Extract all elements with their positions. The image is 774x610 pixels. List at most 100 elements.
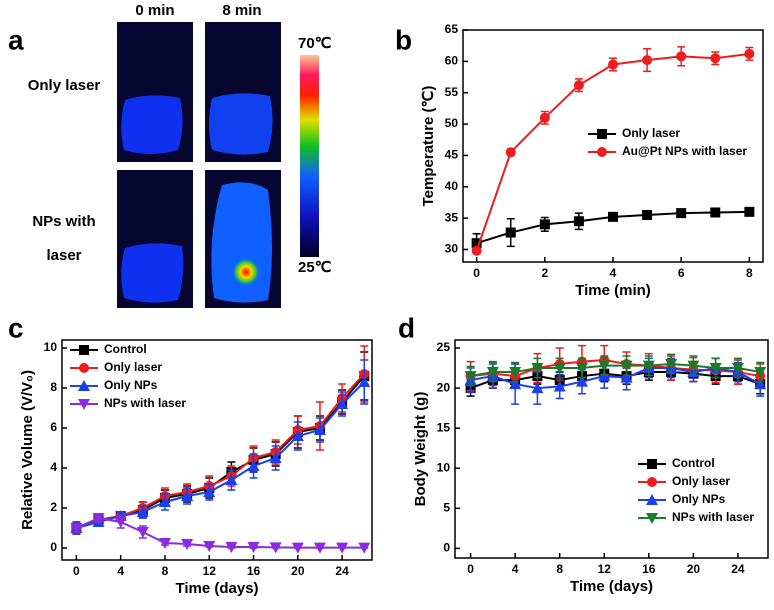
marker xyxy=(336,398,349,409)
x-tick-label: 4 xyxy=(512,562,519,576)
marker xyxy=(136,506,149,517)
y-tick-label: 65 xyxy=(445,22,459,36)
y-tick-label: 60 xyxy=(445,54,459,68)
y-tick-label: 10 xyxy=(437,460,451,474)
panel-a: a 0 min 8 min Only laser NPs with laser … xyxy=(8,2,332,308)
marker xyxy=(78,399,90,410)
y-tick-label: 15 xyxy=(437,420,451,434)
marker xyxy=(158,538,171,549)
marker xyxy=(539,112,550,123)
marker xyxy=(531,382,544,394)
legend-label: NPs with laser xyxy=(672,510,754,524)
marker xyxy=(597,147,607,157)
marker xyxy=(291,430,304,441)
marker xyxy=(486,367,499,379)
marker xyxy=(647,477,657,487)
marker xyxy=(575,375,588,387)
marker xyxy=(754,367,767,379)
column-header: 8 min xyxy=(222,2,261,19)
legend-label: Only laser xyxy=(104,360,162,374)
y-tick-label: 40 xyxy=(445,179,459,193)
x-tick-label: 0 xyxy=(473,266,480,280)
marker xyxy=(509,367,522,379)
plot-frame xyxy=(454,339,769,559)
y-tick-label: 6 xyxy=(50,420,57,434)
panel-label: a xyxy=(8,24,24,55)
marker xyxy=(225,474,238,485)
marker xyxy=(608,59,618,70)
legend-label: Only laser xyxy=(622,126,680,140)
marker xyxy=(731,363,744,375)
marker xyxy=(291,542,304,554)
legend-label: Only NPs xyxy=(672,492,726,506)
x-tick-label: 0 xyxy=(467,562,474,576)
series xyxy=(71,345,370,535)
column-header: 0 min xyxy=(135,2,174,19)
marker xyxy=(642,55,653,66)
panel-label: d xyxy=(398,312,415,343)
legend-label: Au@Pt NPs with laser xyxy=(622,144,747,158)
marker xyxy=(471,245,482,256)
marker xyxy=(269,542,282,554)
marker xyxy=(471,238,482,249)
series xyxy=(471,46,755,256)
series-line xyxy=(470,363,761,378)
x-tick-label: 0 xyxy=(73,564,80,578)
marker xyxy=(647,459,657,469)
x-tick-label: 4 xyxy=(610,266,617,280)
marker xyxy=(79,363,89,373)
marker xyxy=(646,513,658,524)
marker xyxy=(203,486,216,497)
marker xyxy=(509,378,522,390)
marker xyxy=(531,363,544,375)
legend-label: Only NPs xyxy=(104,378,158,392)
x-tick-label: 12 xyxy=(203,564,217,578)
marker xyxy=(710,207,721,218)
series-line xyxy=(470,367,761,390)
marker xyxy=(620,360,633,372)
marker xyxy=(665,359,678,371)
x-tick-label: 8 xyxy=(162,564,169,578)
marker xyxy=(136,527,149,538)
marker xyxy=(247,542,260,553)
x-tick-label: 6 xyxy=(678,266,685,280)
marker xyxy=(505,147,516,158)
y-tick-label: 4 xyxy=(50,460,57,474)
marker xyxy=(646,494,658,505)
x-tick-label: 16 xyxy=(642,562,656,576)
marker xyxy=(247,460,260,471)
marker xyxy=(505,227,516,238)
x-tick-label: 24 xyxy=(731,562,745,576)
marker xyxy=(336,542,349,554)
panel-label: c xyxy=(8,312,24,343)
marker xyxy=(620,371,633,383)
marker xyxy=(92,513,105,524)
series xyxy=(471,206,755,254)
marker xyxy=(598,360,611,372)
marker xyxy=(744,206,755,217)
marker xyxy=(313,542,326,554)
marker xyxy=(710,53,721,64)
marker xyxy=(754,378,767,390)
mouse-shape xyxy=(121,95,183,154)
x-tick-label: 24 xyxy=(335,564,349,578)
y-axis-label: Relative Volume (V/V₀) xyxy=(19,370,36,530)
y-tick-label: 0 xyxy=(50,540,57,554)
series xyxy=(70,513,371,554)
x-axis-label: Time (min) xyxy=(575,282,651,299)
marker xyxy=(313,424,326,435)
x-tick-label: 4 xyxy=(117,564,124,578)
marker xyxy=(575,363,588,375)
marker xyxy=(70,523,83,534)
marker xyxy=(158,496,171,507)
marker xyxy=(687,360,700,372)
x-tick-label: 8 xyxy=(746,266,753,280)
marker xyxy=(553,380,566,392)
marker xyxy=(181,539,194,550)
legend: Control Only laser Only NPs NPs with laser xyxy=(70,342,186,410)
chart-panel: b 0 2 4 6 8 30 35 40 45 50 55 60 65 Time (min) Temperat… xyxy=(395,22,764,299)
y-tick-label: 45 xyxy=(445,148,459,162)
row-label: Only laser xyxy=(28,77,101,94)
y-tick-label: 2 xyxy=(50,500,57,514)
